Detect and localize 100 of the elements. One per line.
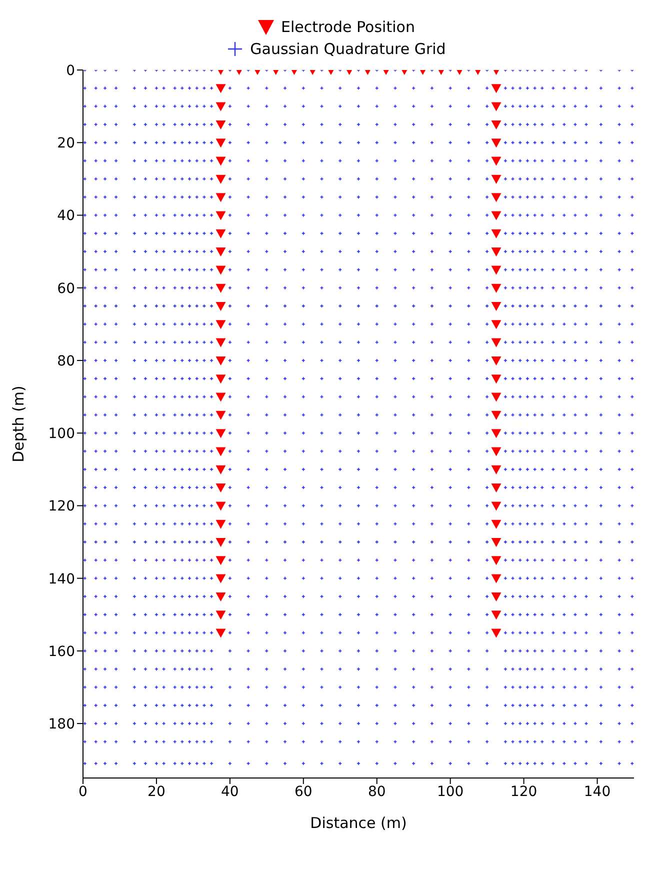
point	[532, 250, 537, 254]
point	[518, 648, 522, 653]
point	[526, 140, 530, 145]
point	[172, 412, 177, 417]
point	[132, 176, 136, 181]
point	[264, 648, 269, 653]
point	[448, 176, 452, 181]
point	[338, 304, 342, 308]
point	[162, 612, 166, 617]
point	[526, 762, 530, 766]
point	[172, 467, 177, 472]
point	[132, 358, 136, 362]
point	[194, 612, 199, 617]
point	[485, 268, 490, 272]
point	[114, 467, 118, 472]
point	[194, 250, 199, 254]
point	[188, 667, 192, 672]
point	[617, 762, 622, 766]
point	[228, 250, 232, 254]
point	[598, 431, 603, 436]
point	[526, 304, 530, 308]
point	[94, 376, 98, 381]
point	[430, 576, 434, 580]
point	[162, 504, 166, 508]
point	[617, 576, 622, 580]
point	[518, 358, 522, 362]
point	[264, 522, 269, 526]
point	[264, 376, 269, 381]
point	[485, 358, 490, 362]
point	[188, 340, 192, 344]
point	[598, 612, 603, 617]
point	[188, 358, 192, 362]
point	[83, 467, 87, 472]
point	[132, 740, 136, 744]
point	[103, 412, 107, 417]
point	[532, 86, 537, 90]
y-tick-label: 0	[66, 62, 75, 79]
point	[551, 286, 556, 290]
point	[551, 740, 556, 744]
point	[630, 268, 634, 272]
point	[228, 86, 232, 90]
point	[180, 231, 184, 236]
point	[540, 667, 544, 672]
point	[532, 268, 537, 272]
point	[356, 703, 360, 708]
point	[283, 304, 287, 308]
point	[412, 122, 416, 126]
point	[526, 540, 530, 544]
point	[503, 576, 508, 580]
point	[103, 340, 107, 344]
point	[210, 176, 214, 181]
point	[172, 268, 177, 272]
point	[617, 504, 622, 508]
point	[412, 594, 416, 598]
point	[526, 740, 530, 744]
point	[617, 703, 622, 708]
y-tick-label: 160	[48, 644, 75, 660]
point	[114, 740, 118, 744]
point	[617, 667, 622, 672]
point	[532, 358, 537, 362]
point	[412, 703, 416, 708]
point	[374, 522, 379, 526]
point	[132, 648, 136, 653]
point	[154, 648, 158, 653]
point	[264, 594, 269, 598]
point	[598, 412, 603, 417]
point	[180, 195, 184, 200]
point	[172, 104, 177, 108]
point	[162, 86, 166, 90]
point	[374, 286, 379, 290]
point	[430, 140, 434, 145]
point	[264, 176, 269, 181]
point	[132, 576, 136, 580]
point	[172, 195, 177, 200]
point	[540, 648, 544, 653]
point	[526, 358, 530, 362]
point	[162, 576, 166, 580]
point	[503, 340, 508, 344]
point	[540, 558, 544, 562]
point	[412, 522, 416, 526]
point	[630, 431, 634, 436]
x-tick-label: 20	[148, 784, 166, 800]
point	[162, 762, 166, 766]
point	[264, 722, 269, 726]
point	[448, 576, 452, 580]
point	[94, 558, 98, 562]
point	[143, 762, 148, 766]
point	[210, 376, 214, 381]
point	[374, 558, 379, 562]
point	[162, 268, 166, 272]
point	[338, 594, 342, 598]
point	[103, 612, 107, 617]
point	[143, 140, 148, 145]
point	[503, 648, 508, 653]
point	[630, 722, 634, 726]
point	[180, 522, 184, 526]
point	[532, 648, 537, 653]
point	[103, 431, 107, 436]
point	[194, 467, 199, 472]
point	[503, 231, 508, 236]
